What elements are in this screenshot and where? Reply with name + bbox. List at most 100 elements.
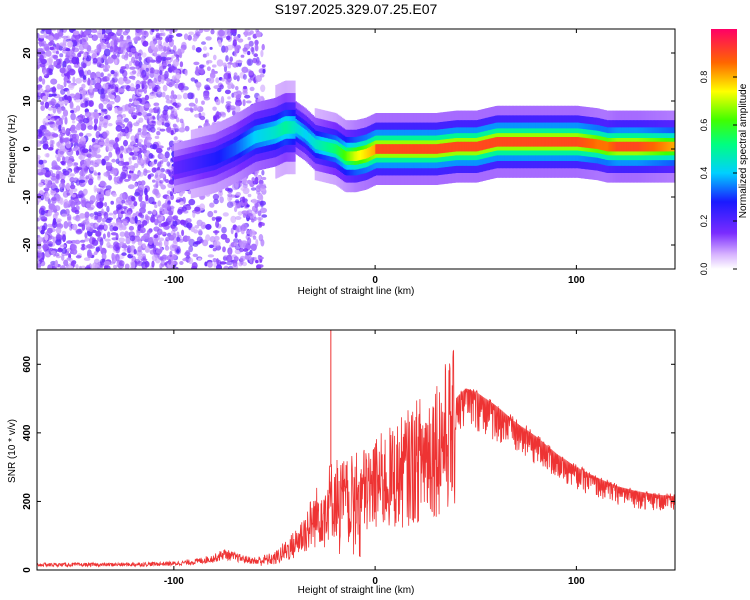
noise-speck xyxy=(181,206,187,212)
noise-speck xyxy=(38,75,43,82)
noise-speck xyxy=(69,189,74,196)
noise-speck xyxy=(124,263,130,269)
noise-speck xyxy=(247,237,252,245)
noise-speck xyxy=(67,160,73,167)
noise-speck xyxy=(224,45,229,53)
noise-speck xyxy=(206,66,211,71)
noise-speck xyxy=(172,232,177,238)
noise-speck xyxy=(148,237,154,245)
noise-speck xyxy=(108,93,113,98)
noise-speck xyxy=(54,166,62,171)
noise-speck xyxy=(239,241,245,248)
noise-speck xyxy=(56,141,61,147)
noise-speck xyxy=(214,240,221,247)
noise-speck xyxy=(100,72,104,78)
noise-speck xyxy=(103,34,107,39)
noise-speck xyxy=(184,107,191,112)
noise-speck xyxy=(227,64,232,69)
noise-speck xyxy=(81,199,87,208)
noise-speck xyxy=(137,89,145,93)
noise-speck xyxy=(258,264,264,268)
noise-speck xyxy=(47,223,53,228)
noise-speck xyxy=(193,229,199,234)
noise-speck xyxy=(133,201,138,207)
noise-speck xyxy=(69,184,76,190)
noise-speck xyxy=(95,159,103,165)
noise-speck xyxy=(55,42,60,50)
noise-speck xyxy=(224,89,231,95)
noise-speck xyxy=(119,36,124,42)
noise-speck xyxy=(207,261,213,268)
noise-speck xyxy=(97,212,103,217)
noise-speck xyxy=(88,178,94,186)
noise-speck xyxy=(133,122,140,127)
noise-speck xyxy=(165,51,171,55)
noise-speck xyxy=(100,39,106,43)
noise-speck xyxy=(245,230,253,235)
noise-speck xyxy=(91,239,99,246)
noise-speck xyxy=(138,212,143,218)
noise-speck xyxy=(235,216,242,220)
noise-speck xyxy=(81,148,89,153)
noise-speck xyxy=(42,136,47,143)
noise-speck xyxy=(71,130,78,134)
noise-speck xyxy=(103,115,108,120)
noise-speck xyxy=(195,97,198,104)
noise-speck xyxy=(37,193,42,200)
noise-speck xyxy=(40,105,45,111)
noise-speck xyxy=(178,82,184,91)
noise-speck xyxy=(106,241,111,248)
noise-speck xyxy=(50,29,57,32)
noise-speck xyxy=(205,234,211,242)
noise-speck xyxy=(47,209,52,217)
noise-speck xyxy=(162,32,166,37)
noise-speck xyxy=(141,80,148,85)
noise-speck xyxy=(207,254,215,258)
noise-speck xyxy=(67,214,72,221)
noise-speck xyxy=(208,244,214,249)
noise-speck xyxy=(81,93,86,99)
noise-speck xyxy=(219,84,224,90)
noise-speck xyxy=(66,80,71,84)
noise-speck xyxy=(44,196,51,202)
noise-speck xyxy=(69,138,73,142)
noise-speck xyxy=(106,57,114,64)
noise-speck xyxy=(226,201,234,208)
noise-speck xyxy=(65,128,71,136)
noise-speck xyxy=(88,50,96,54)
noise-speck xyxy=(47,121,55,125)
noise-speck xyxy=(150,124,155,129)
noise-speck xyxy=(208,77,215,84)
noise-speck xyxy=(37,260,41,264)
noise-speck xyxy=(248,70,254,76)
noise-speck xyxy=(89,195,96,203)
noise-speck xyxy=(101,252,107,261)
noise-speck xyxy=(145,216,151,221)
noise-speck xyxy=(181,121,185,129)
noise-speck xyxy=(128,60,133,67)
noise-speck xyxy=(199,115,206,121)
noise-speck xyxy=(47,227,53,234)
noise-speck xyxy=(58,96,64,102)
noise-speck xyxy=(250,187,257,191)
noise-speck xyxy=(262,68,266,74)
noise-speck xyxy=(166,126,172,133)
noise-speck xyxy=(65,141,72,149)
noise-speck xyxy=(127,184,135,190)
noise-speck xyxy=(75,77,83,84)
noise-speck xyxy=(164,70,169,79)
noise-speck xyxy=(103,155,110,161)
noise-speck xyxy=(251,177,255,182)
noise-speck xyxy=(150,82,156,87)
noise-speck xyxy=(212,64,217,68)
noise-speck xyxy=(257,194,263,201)
noise-speck xyxy=(137,130,142,136)
noise-speck xyxy=(172,102,178,106)
noise-speck xyxy=(181,41,187,50)
noise-speck xyxy=(37,61,41,69)
noise-speck xyxy=(158,45,165,52)
noise-speck xyxy=(167,63,172,67)
noise-speck xyxy=(186,235,191,242)
noise-speck xyxy=(82,62,87,69)
noise-speck xyxy=(157,200,162,207)
